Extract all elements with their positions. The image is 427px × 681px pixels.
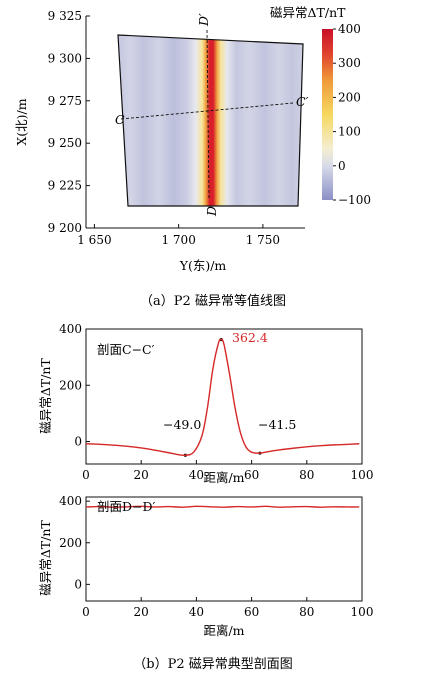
profile-c-x-tick-label: 40: [189, 468, 204, 482]
min-right-annotation: −41.5: [258, 417, 296, 432]
map-y-tick-label: 9 250: [48, 136, 82, 150]
profile-d-x-tick-label: 60: [244, 605, 259, 619]
profile-d-inner-label: 剖面D−D′: [97, 499, 156, 514]
map-y-axis-label: X(北)/m: [14, 98, 29, 145]
map-y-tick-label: 9 225: [48, 179, 82, 193]
profile-c-y-tick-label: 200: [59, 378, 82, 392]
map-y-tick-label: 9 325: [48, 9, 82, 23]
profile-d-y-axis-label: 磁异常ΔT/nT: [38, 520, 53, 596]
profile-c-x-axis-label: 距离/m: [203, 470, 244, 485]
contour-map-panel: 1 650 1 700 1 750 9 325 9 300 9 275 9 250 9 225…: [14, 5, 371, 309]
profile-c-end-label: C′: [296, 94, 309, 109]
caption-a: （a）P2 磁异常等值线图: [140, 293, 286, 309]
profile-c-frame: [85, 328, 363, 465]
caption-b: （b）P2 磁异常典型剖面图: [133, 657, 292, 672]
profile-c-x-tick-label: 20: [134, 468, 149, 482]
map-y-tick-label: 9 300: [48, 51, 82, 65]
profile-c-x-tick-label: 100: [351, 468, 374, 482]
profile-d-series-line: [85, 505, 360, 508]
profile-d-x-tick-label: 0: [82, 605, 90, 619]
profile-c-series-line: [85, 338, 360, 457]
profile-d-x-tick-label: 80: [299, 605, 314, 619]
colorbar-tick-label: 300: [338, 56, 361, 70]
profile-c-y-axis-label: 磁异常ΔT/nT: [38, 358, 53, 434]
profile-d-y-tick-label: 400: [59, 494, 82, 508]
profile-d-start-label: D′: [196, 13, 211, 27]
peak-annotation: 362.4: [232, 330, 268, 345]
colorbar-tick-label: 0: [338, 159, 346, 173]
magnetic-field-map: [117, 34, 304, 207]
profile-c-y-tick-label: 0: [74, 435, 82, 449]
colorbar-tick-label: 200: [338, 90, 361, 104]
profile-d-chart: 0 20 40 60 80 100 0 200 400 剖面D−D′ 距离/m 磁异常ΔT/nT…: [38, 494, 373, 672]
profile-c-x-tick-label: 80: [299, 468, 314, 482]
profile-c-x-tick-label: 0: [82, 468, 90, 482]
profile-d-x-tick-label: 40: [189, 605, 204, 619]
profile-d-x-axis-label: 距离/m: [203, 623, 244, 638]
profile-d-y-tick-label: 0: [74, 577, 82, 591]
profile-d-end-label: D: [204, 206, 219, 217]
colorbar-tick-label: −100: [338, 193, 371, 207]
profile-line-c: [120, 102, 294, 120]
map-x-tick-label: 1 750: [246, 233, 280, 247]
profile-c-inner-label: 剖面C−C′: [97, 342, 155, 357]
profile-c-x-tick-label: 60: [244, 468, 259, 482]
colorbar-tick-label: 100: [338, 125, 361, 139]
colorbar-title: 磁异常ΔT/nT: [270, 5, 346, 20]
map-x-axis-label: Y(东)/m: [179, 258, 227, 273]
profile-c-y-tick-label: 400: [59, 322, 82, 336]
colorbar-tick-label: 400: [338, 22, 361, 36]
profile-d-y-tick-label: 200: [59, 536, 82, 550]
profile-d-frame: [85, 496, 363, 602]
map-y-tick-label: 9 275: [48, 94, 82, 108]
profile-d-x-tick-label: 20: [134, 605, 149, 619]
map-y-tick-label: 9 200: [48, 221, 82, 235]
profile-c-chart: 0 20 40 60 80 100 0 200 400 剖面C−C′ 362.4 −49.0 −…: [38, 322, 373, 485]
profile-d-x-tick-label: 100: [351, 605, 374, 619]
profile-c-start-label: C: [115, 112, 125, 127]
profile-line-d: [206, 29, 210, 201]
min-left-annotation: −49.0: [163, 417, 201, 432]
map-x-tick-label: 1 700: [161, 233, 195, 247]
colorbar: [322, 29, 333, 200]
map-x-tick-label: 1 650: [77, 233, 111, 247]
